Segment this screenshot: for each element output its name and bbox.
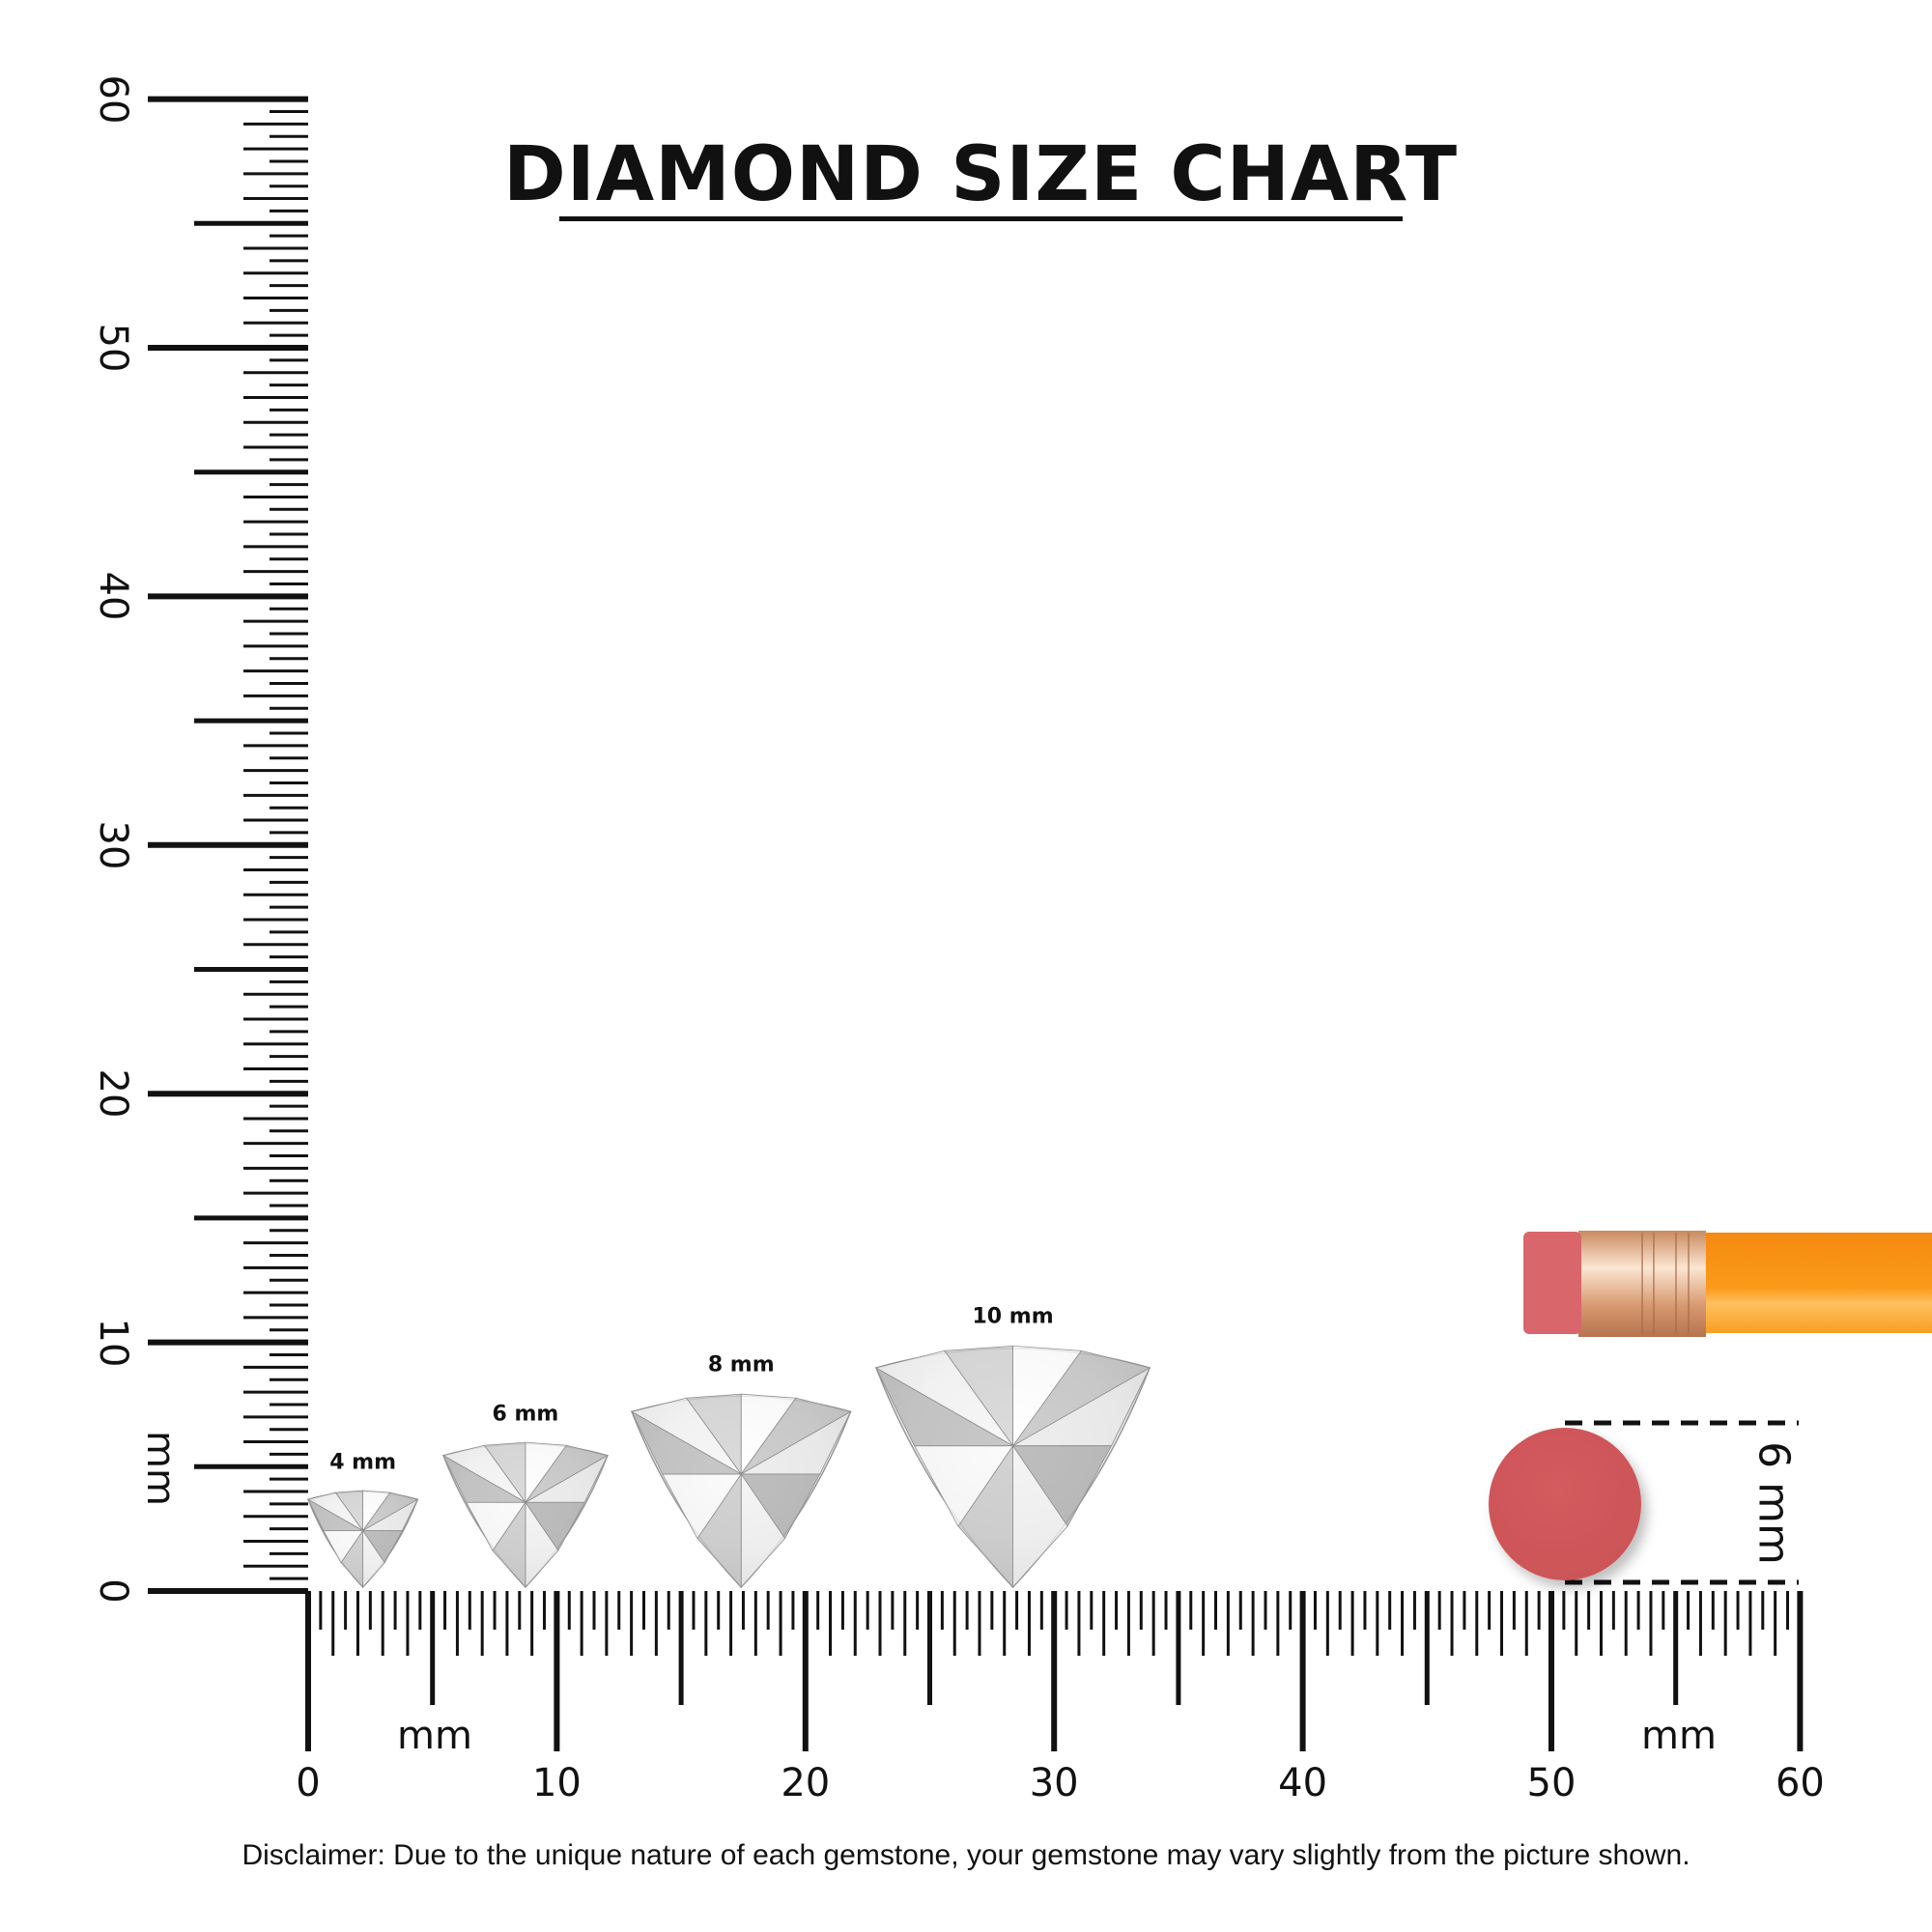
y-tick-label: 0 xyxy=(91,1578,135,1604)
eraser-circle xyxy=(1489,1428,1641,1580)
diamond-group xyxy=(306,1345,1151,1589)
diamond-size-label: 10 mm xyxy=(972,1304,1054,1329)
y-tick-label: 30 xyxy=(91,820,135,870)
x-tick-label: 10 xyxy=(531,1761,582,1805)
diamond-size-label: 4 mm xyxy=(329,1450,397,1475)
vertical-unit-label: mm xyxy=(138,1431,183,1506)
horizontal-unit-label-left: mm xyxy=(397,1714,472,1758)
trillion-diamond xyxy=(874,1345,1151,1589)
chart-title: DIAMOND SIZE CHART xyxy=(502,131,1459,218)
diamond-size-label: 6 mm xyxy=(492,1402,559,1427)
disclaimer: Disclaimer: Due to the unique nature of … xyxy=(242,1839,1690,1871)
y-tick-label: 50 xyxy=(91,323,135,373)
x-tick-label: 60 xyxy=(1775,1761,1825,1805)
trillion-diamond xyxy=(441,1441,609,1589)
x-tick-label: 20 xyxy=(781,1761,831,1805)
pencil xyxy=(1523,1231,1932,1337)
title-underline xyxy=(559,216,1403,221)
y-tick-label: 40 xyxy=(91,571,135,621)
x-tick-label: 50 xyxy=(1526,1761,1577,1805)
trillion-diamond xyxy=(306,1490,419,1589)
eraser-size-label: 6 mm xyxy=(1748,1441,1799,1565)
pencil-body xyxy=(1704,1233,1932,1333)
y-tick-label: 10 xyxy=(91,1318,135,1368)
trillion-diamond xyxy=(630,1393,852,1589)
x-tick-label: 30 xyxy=(1029,1761,1079,1805)
pencil-eraser xyxy=(1523,1232,1581,1334)
eraser-reference xyxy=(1489,1420,1799,1585)
horizontal-unit-label-right: mm xyxy=(1641,1714,1717,1758)
x-tick-label: 0 xyxy=(296,1761,321,1805)
y-tick-label: 60 xyxy=(91,74,135,125)
ruler-ticks xyxy=(148,96,1804,1751)
x-tick-label: 40 xyxy=(1278,1761,1328,1805)
y-tick-label: 20 xyxy=(91,1068,135,1119)
diamond-size-label: 8 mm xyxy=(707,1352,775,1378)
